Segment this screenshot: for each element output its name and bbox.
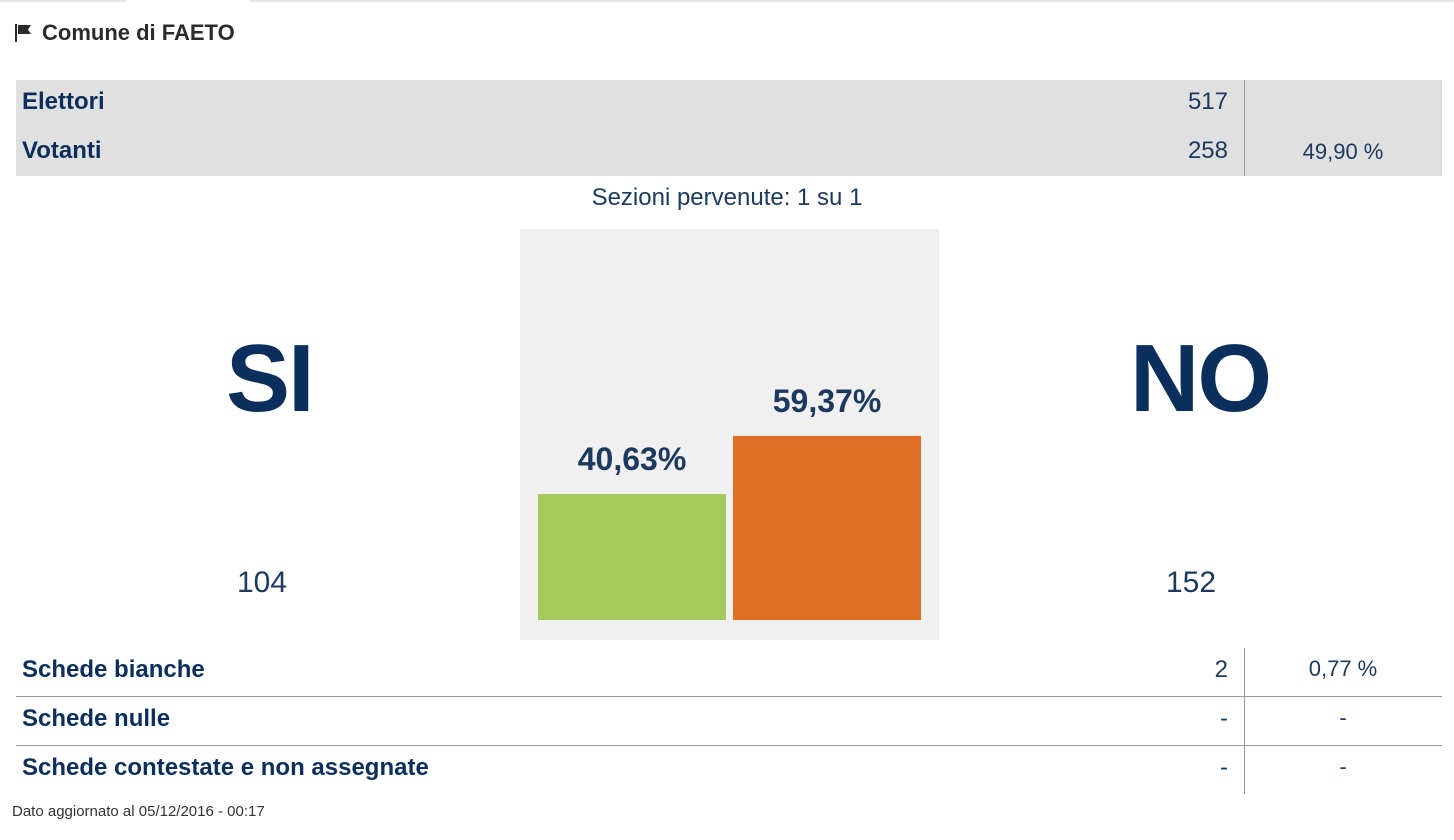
table-row: Schede nulle - - <box>16 697 1442 746</box>
schede-nulle-percent: - <box>1339 705 1347 730</box>
results-chart-svg: 40,63% 59,37% <box>538 383 921 620</box>
schede-contestate-value: - <box>1220 754 1228 781</box>
votanti-value: 258 <box>1187 137 1228 164</box>
votanti-label: Votanti <box>22 137 102 164</box>
no-label: NO <box>1130 325 1272 432</box>
elettori-label: Elettori <box>22 88 105 115</box>
schede-contestate-percent: - <box>1339 754 1347 779</box>
schede-bianche-percent: 0,77 % <box>1308 656 1378 681</box>
bar-no <box>733 435 921 620</box>
stats-table: Elettori 517 Votanti 258 49,90 % <box>16 80 1442 176</box>
schede-nulle-value: - <box>1220 705 1228 732</box>
bar-si <box>538 494 726 620</box>
page-title-text: Comune di FAETO <box>42 20 235 45</box>
bar-value-label-si: 40,63% <box>578 441 687 477</box>
table-row: Schede contestate e non assegnate - - <box>16 746 1442 794</box>
schede-nulle-label: Schede nulle <box>22 705 171 732</box>
sezioni-pervenute: Sezioni pervenute: 1 su 1 <box>591 184 863 211</box>
last-updated: Dato aggiornato al 05/12/2016 - 00:17 <box>12 803 265 820</box>
table-row: Schede bianche 2 0,77 % <box>16 648 1442 697</box>
no-votes: 152 <box>1166 566 1217 599</box>
schede-table: Schede bianche 2 0,77 % Schede nulle - -… <box>16 648 1442 794</box>
schede-bianche-label: Schede bianche <box>22 656 205 683</box>
schede-bianche-value: 2 <box>1214 656 1228 683</box>
results-chart: 40,63% 59,37% <box>520 229 939 640</box>
bar-value-label-no: 59,37% <box>773 383 882 419</box>
schede-contestate-label: Schede contestate e non assegnate <box>22 754 429 781</box>
top-rule <box>0 0 1454 2</box>
si-votes: 104 <box>237 566 288 599</box>
elettori-value: 517 <box>1187 88 1228 115</box>
column-divider <box>1244 80 1245 176</box>
flag-icon <box>15 24 31 42</box>
page-title: Comune di FAETO <box>14 18 235 48</box>
column-divider <box>1244 648 1245 794</box>
si-label: SI <box>226 325 315 432</box>
votanti-percent: 49,90 % <box>1302 139 1384 164</box>
